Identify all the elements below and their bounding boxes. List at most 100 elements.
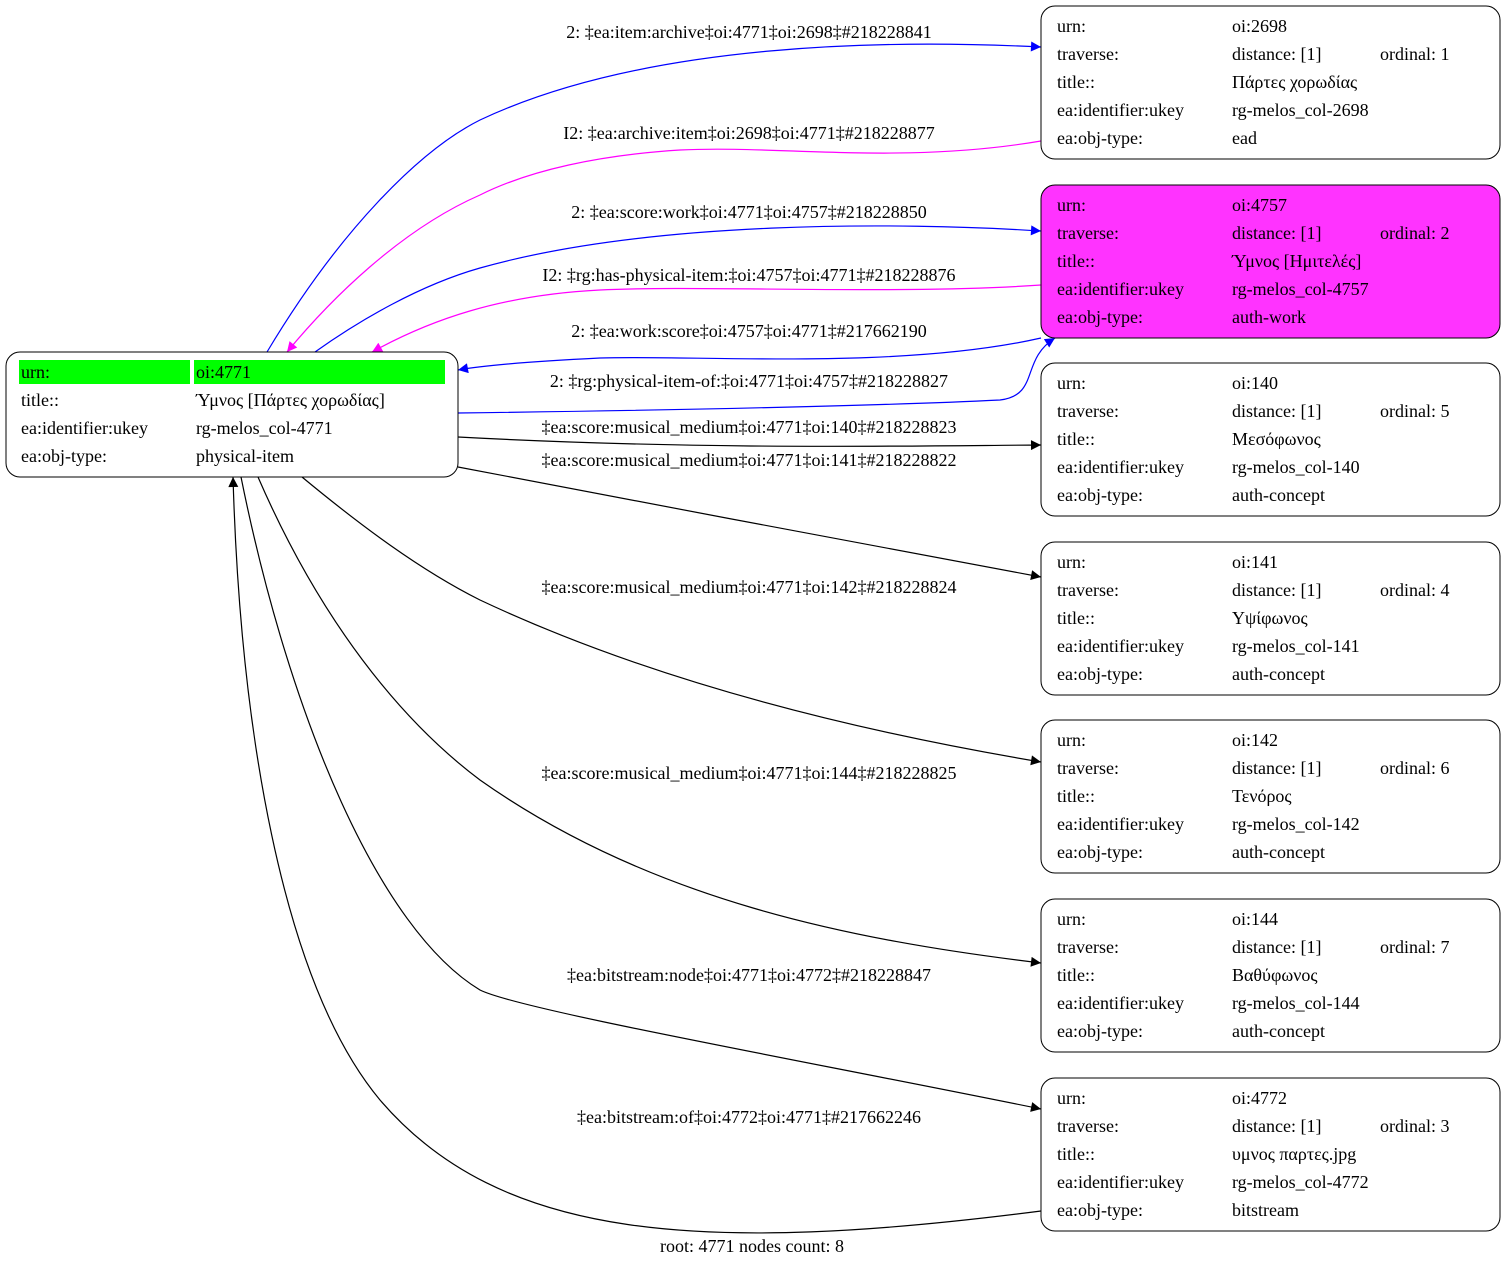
node-ukey-value: rg-melos_col-142	[1232, 814, 1360, 834]
node-urn-value: oi:144	[1232, 909, 1278, 929]
edge[interactable]: ‡ea:score:musical_medium‡oi:4771‡oi:141‡…	[457, 450, 1042, 581]
edge[interactable]: ‡ea:score:musical_medium‡oi:4771‡oi:142‡…	[301, 476, 1042, 766]
edge-line[interactable]	[286, 140, 1042, 353]
footer-summary: root: 4771 nodes count: 8	[660, 1236, 844, 1256]
root-urn-highlight-key	[19, 360, 190, 384]
edge[interactable]: 2: ‡ea:score:work‡oi:4771‡oi:4757‡#21822…	[314, 202, 1042, 353]
node-traverse-key: traverse:	[1057, 401, 1119, 421]
edge[interactable]: 2: ‡ea:work:score‡oi:4757‡oi:4771‡#21766…	[457, 321, 1042, 374]
node-oi-4772[interactable]: urn: oi:4772 traverse: distance: [1] ordinal…	[1040, 1077, 1501, 1232]
node-urn-value: oi:4757	[1232, 195, 1287, 215]
edge-line[interactable]	[457, 337, 1056, 414]
node-ukey-key: ea:identifier:ukey	[1057, 279, 1184, 299]
edge-label: ‡ea:score:musical_medium‡oi:4771‡oi:142‡…	[542, 577, 957, 597]
node-urn-value: oi:140	[1232, 373, 1278, 393]
node-traverse-key: traverse:	[1057, 758, 1119, 778]
node-distance-value: distance: [1]	[1232, 1116, 1321, 1136]
edge-label: 2: ‡ea:item:archive‡oi:4771‡oi:2698‡#218…	[566, 22, 931, 42]
node-title-value: Μεσόφωνος	[1232, 429, 1321, 449]
root-node[interactable]: urn: oi:4771 title:: Ύμνος [Πάρτες χορωδ…	[5, 351, 459, 478]
edge[interactable]: ‡ea:score:musical_medium‡oi:4771‡oi:140‡…	[457, 417, 1042, 451]
nodes-layer: urn: oi:2698 traverse: distance: [1] ordinal…	[1040, 5, 1501, 1232]
node-ukey-value: rg-melos_col-4757	[1232, 279, 1369, 299]
root-urn-value: oi:4771	[196, 362, 251, 382]
edge[interactable]: I2: ‡rg:has-physical-item:‡oi:4757‡oi:47…	[371, 265, 1042, 353]
node-title-key: title::	[1057, 1144, 1095, 1164]
node-box	[1040, 898, 1501, 1053]
node-title-key: title::	[1057, 786, 1095, 806]
node-ukey-key: ea:identifier:ukey	[1057, 993, 1184, 1013]
edge-line[interactable]	[457, 466, 1042, 581]
edge[interactable]: I2: ‡ea:archive:item‡oi:2698‡oi:4771‡#21…	[286, 123, 1042, 353]
node-ukey-value: rg-melos_col-140	[1232, 457, 1360, 477]
node-distance-value: distance: [1]	[1232, 223, 1321, 243]
node-box	[1040, 184, 1501, 339]
node-ukey-value: rg-melos_col-141	[1232, 636, 1360, 656]
edge[interactable]: ‡ea:bitstream:of‡oi:4772‡oi:4771‡#217662…	[228, 476, 1042, 1234]
edge[interactable]: 2: ‡ea:item:archive‡oi:4771‡oi:2698‡#218…	[266, 22, 1042, 353]
node-type-value: auth-concept	[1232, 1021, 1325, 1041]
edge-label: ‡ea:score:musical_medium‡oi:4771‡oi:140‡…	[542, 417, 957, 437]
node-ukey-key: ea:identifier:ukey	[1057, 100, 1184, 120]
edge-label: 2: ‡ea:work:score‡oi:4757‡oi:4771‡#21766…	[571, 321, 926, 341]
node-urn-value: oi:141	[1232, 552, 1278, 572]
edge-line[interactable]	[314, 225, 1042, 353]
edge-line[interactable]	[257, 476, 1042, 967]
node-title-key: title::	[1057, 251, 1095, 271]
node-box	[1040, 1077, 1501, 1232]
node-ordinal-value: ordinal: 1	[1380, 44, 1450, 64]
edge-line[interactable]	[228, 476, 1042, 1234]
node-title-key: title::	[1057, 608, 1095, 628]
node-distance-value: distance: [1]	[1232, 580, 1321, 600]
edge[interactable]: ‡ea:score:musical_medium‡oi:4771‡oi:144‡…	[257, 476, 1042, 967]
node-urn-key: urn:	[1057, 730, 1086, 750]
node-distance-value: distance: [1]	[1232, 44, 1321, 64]
edge-line[interactable]	[371, 284, 1042, 353]
node-ukey-value: rg-melos_col-2698	[1232, 100, 1369, 120]
node-type-key: ea:obj-type:	[1057, 664, 1143, 684]
node-type-key: ea:obj-type:	[1057, 1200, 1143, 1220]
node-ordinal-value: ordinal: 2	[1380, 223, 1450, 243]
node-type-key: ea:obj-type:	[1057, 128, 1143, 148]
root-urn-highlight-value	[194, 360, 445, 384]
node-box	[1040, 5, 1501, 160]
node-type-key: ea:obj-type:	[1057, 307, 1143, 327]
node-urn-key: urn:	[1057, 909, 1086, 929]
node-ukey-key: ea:identifier:ukey	[1057, 814, 1184, 834]
node-box	[1040, 541, 1501, 696]
node-ordinal-value: ordinal: 7	[1380, 937, 1450, 957]
node-ordinal-value: ordinal: 4	[1380, 580, 1450, 600]
root-type-key: ea:obj-type:	[21, 446, 107, 466]
node-urn-key: urn:	[1057, 1088, 1086, 1108]
node-title-value: υμνος παρτες.jpg	[1232, 1144, 1356, 1164]
node-type-value: auth-concept	[1232, 842, 1325, 862]
node-oi-144[interactable]: urn: oi:144 traverse: distance: [1] ordinal:…	[1040, 898, 1501, 1053]
edge-line[interactable]	[266, 41, 1042, 353]
node-urn-key: urn:	[1057, 552, 1086, 572]
root-ukey-key: ea:identifier:ukey	[21, 418, 148, 438]
node-title-value: Ύμνος [Ημιτελές]	[1231, 251, 1361, 271]
edge[interactable]: 2: ‡rg:physical-item-of:‡oi:4771‡oi:4757…	[457, 337, 1056, 414]
edge-label: I2: ‡ea:archive:item‡oi:2698‡oi:4771‡#21…	[563, 123, 934, 143]
node-type-key: ea:obj-type:	[1057, 1021, 1143, 1041]
edge-line[interactable]	[457, 337, 1042, 374]
node-oi-142[interactable]: urn: oi:142 traverse: distance: [1] ordinal:…	[1040, 719, 1501, 874]
root-title-key: title::	[21, 390, 59, 410]
node-oi-141[interactable]: urn: oi:141 traverse: distance: [1] ordinal:…	[1040, 541, 1501, 696]
edge-line[interactable]	[301, 476, 1042, 766]
edge-line[interactable]	[457, 436, 1042, 451]
node-ordinal-value: ordinal: 6	[1380, 758, 1450, 778]
node-ukey-value: rg-melos_col-144	[1232, 993, 1360, 1013]
node-ordinal-value: ordinal: 5	[1380, 401, 1450, 421]
node-urn-key: urn:	[1057, 195, 1086, 215]
node-oi-4757[interactable]: urn: oi:4757 traverse: distance: [1] ordinal…	[1040, 184, 1501, 339]
node-oi-140[interactable]: urn: oi:140 traverse: distance: [1] ordinal:…	[1040, 362, 1501, 517]
node-distance-value: distance: [1]	[1232, 401, 1321, 421]
node-distance-value: distance: [1]	[1232, 937, 1321, 957]
node-traverse-key: traverse:	[1057, 44, 1119, 64]
node-distance-value: distance: [1]	[1232, 758, 1321, 778]
node-oi-2698[interactable]: urn: oi:2698 traverse: distance: [1] ordinal…	[1040, 5, 1501, 160]
node-urn-key: urn:	[1057, 16, 1086, 36]
edge-line[interactable]	[240, 476, 1042, 1112]
edge[interactable]: ‡ea:bitstream:node‡oi:4771‡oi:4772‡#2182…	[240, 476, 1042, 1112]
